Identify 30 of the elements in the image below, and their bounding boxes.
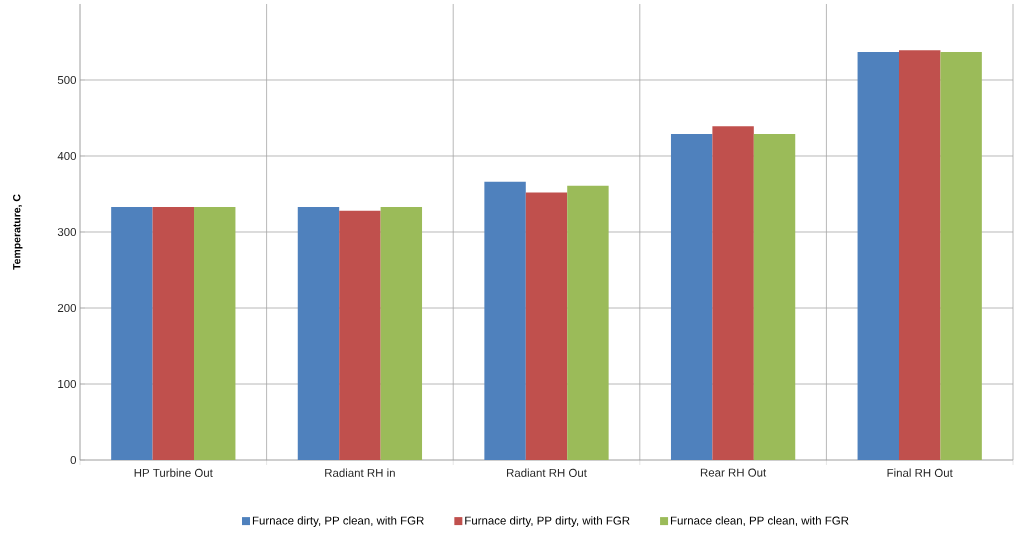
bar bbox=[940, 51, 982, 460]
x-tick-label: Radiant RH in bbox=[325, 468, 395, 477]
bar bbox=[712, 126, 754, 460]
y-tick-label: 400 bbox=[57, 151, 77, 161]
legend-label: Furnace clean, PP clean, with FGR bbox=[670, 516, 849, 526]
legend-label: Furnace dirty, PP dirty, with FGR bbox=[465, 516, 630, 527]
x-tick-label: Radiant RH Out bbox=[507, 468, 587, 477]
y-tick-label: 500 bbox=[57, 75, 77, 85]
x-tick-label: Rear RH Out bbox=[700, 468, 767, 477]
bar bbox=[152, 206, 195, 460]
bar bbox=[339, 210, 381, 460]
bar bbox=[484, 181, 526, 460]
x-tick-label: Final RH Out bbox=[887, 468, 953, 477]
bar bbox=[297, 206, 340, 460]
bar bbox=[194, 206, 236, 460]
bar bbox=[670, 133, 713, 460]
y-axis-title: Temperature, C bbox=[13, 194, 23, 270]
legend-label: Furnace dirty, PP clean, with FGR bbox=[252, 516, 424, 527]
y-tick-label: 0 bbox=[70, 455, 77, 465]
y-tick-label: 300 bbox=[57, 227, 77, 237]
bar bbox=[857, 51, 899, 460]
y-tick-label: 100 bbox=[58, 379, 77, 389]
bar bbox=[380, 206, 423, 460]
bar bbox=[753, 133, 796, 460]
y-tick-label: 200 bbox=[57, 303, 77, 313]
bar bbox=[525, 192, 568, 460]
bar bbox=[567, 185, 609, 460]
bar bbox=[111, 206, 153, 460]
x-tick-label: HP Turbine Out bbox=[134, 468, 213, 477]
bar bbox=[898, 50, 941, 460]
